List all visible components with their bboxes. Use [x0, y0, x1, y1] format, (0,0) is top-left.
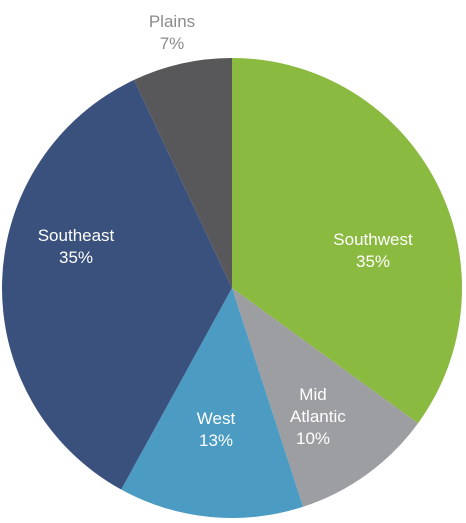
pie-slice	[121, 288, 304, 518]
value-label: 35%	[355, 252, 391, 271]
category-label: Plains	[148, 12, 196, 31]
slice-label: Southwest 35%	[318, 229, 428, 273]
value-label: 7%	[159, 34, 185, 53]
slice-label: Plains 7%	[127, 11, 217, 55]
value-label: 13%	[198, 431, 234, 450]
value-label: 35%	[58, 248, 94, 267]
pie-slice	[2, 79, 233, 490]
category-label: Southwest	[333, 230, 413, 249]
category-label: West	[196, 409, 236, 428]
pie-slice	[134, 58, 232, 288]
slice-label: Mid Atlantic 10%	[278, 384, 348, 450]
slice-label: West 13%	[171, 408, 261, 452]
pie-slice	[232, 58, 462, 424]
category-label: Mid Atlantic	[290, 385, 346, 426]
value-label: 10%	[295, 429, 331, 448]
pie-slice	[232, 288, 419, 507]
slice-label: Southeast 35%	[21, 225, 131, 269]
category-label: Southeast	[37, 226, 115, 245]
